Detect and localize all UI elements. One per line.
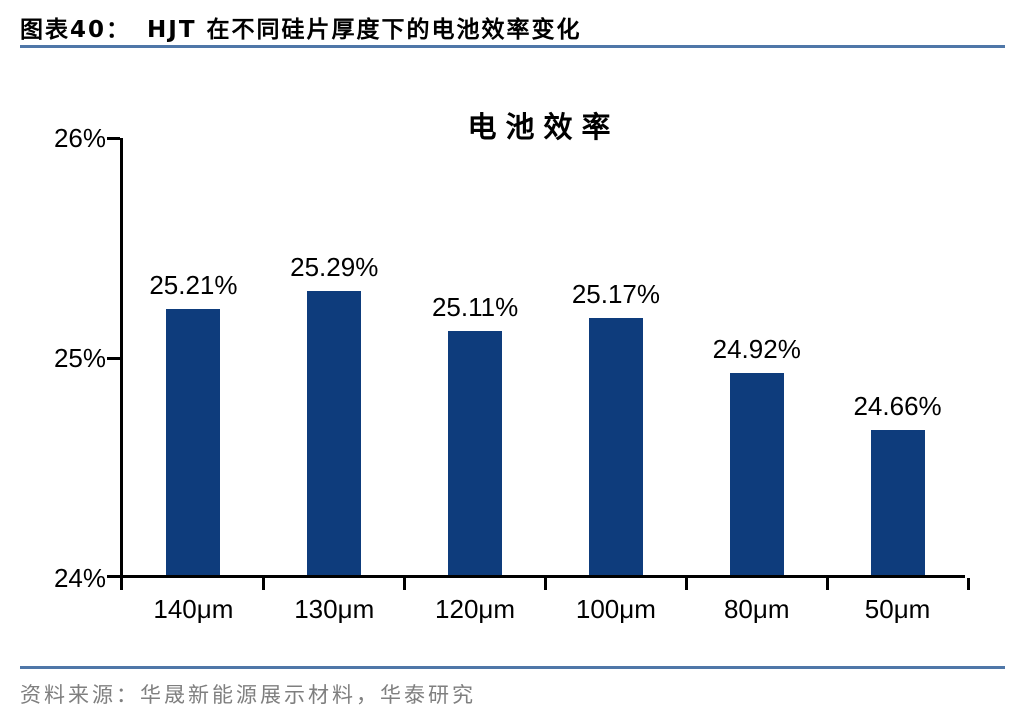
bar-value-label: 24.92%	[712, 333, 801, 364]
x-axis-tick	[262, 578, 266, 590]
bar-value-label: 25.11%	[431, 291, 519, 322]
bar-100μm	[588, 317, 643, 575]
y-axis-label: 24%	[53, 563, 106, 593]
bar-130μm	[307, 291, 362, 575]
y-axis-tick	[107, 356, 120, 360]
bar-80μm	[729, 372, 784, 575]
source-note: 资料来源：华晟新能源展示材料，华泰研究	[20, 683, 476, 707]
figure-number: 图表40：	[20, 17, 132, 43]
bar-value-label: 25.29%	[290, 252, 379, 283]
bar-value-label: 24.66%	[853, 390, 942, 421]
x-axis-label: 140μm	[153, 594, 234, 624]
header-divider	[20, 45, 1005, 48]
x-axis-label: 100μm	[575, 594, 656, 624]
bar-value-label: 25.17%	[571, 278, 660, 309]
x-axis-tick	[966, 578, 970, 590]
x-axis-label: 50μm	[864, 594, 931, 624]
chart-title: 电池效率	[467, 110, 620, 144]
y-axis-tick	[107, 136, 120, 140]
x-axis-tick	[403, 578, 407, 590]
x-axis-label: 130μm	[294, 594, 375, 624]
plot-area: 25.21% 140μm 25.29% 130μm 25.11% 120μm 25.17% 1…	[107, 136, 970, 624]
y-axis-tick	[107, 575, 120, 578]
x-axis-tick	[684, 578, 688, 590]
figure-title: HJT 在不同硅片厚度下的电池效率变化	[147, 17, 582, 43]
x-axis-label: 120μm	[435, 594, 516, 624]
figure-header: 图表40： HJT 在不同硅片厚度下的电池效率变化	[20, 10, 582, 44]
x-axis-tick	[544, 578, 547, 590]
bar-value-label: 25.21%	[149, 269, 238, 300]
y-axis-label: 25%	[53, 343, 106, 373]
x-axis-label: 80μm	[723, 594, 790, 624]
footer-divider	[20, 666, 1005, 669]
x-axis-tick	[825, 578, 829, 590]
bar-120μm	[448, 330, 503, 575]
x-axis-tick	[120, 578, 123, 590]
y-axis-label: 26%	[53, 123, 106, 153]
bar-140μm	[166, 308, 221, 575]
bar-50μm	[870, 429, 925, 575]
